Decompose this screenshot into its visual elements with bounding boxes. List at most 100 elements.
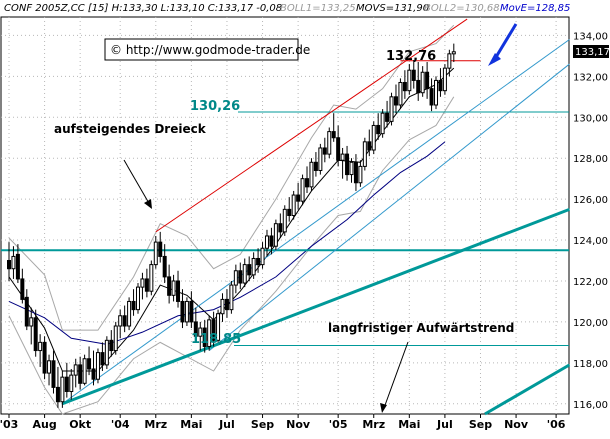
candle-body xyxy=(60,376,65,403)
header-boll2: BOLL2=130,68 xyxy=(424,3,500,14)
trend-annotation: langfristiger Aufwärtstrend xyxy=(328,321,514,335)
x-tick-label: Aug xyxy=(32,418,56,431)
candle-body xyxy=(447,53,452,69)
x-tick-label: Sep xyxy=(469,418,492,431)
y-tick-label: 120,00 xyxy=(573,318,608,329)
candle-body xyxy=(224,298,229,311)
x-tick-label: '06 xyxy=(547,418,566,431)
candle-body xyxy=(15,253,20,280)
candle-body xyxy=(376,124,381,135)
watermark-text: © http://www.godmode-trader.de xyxy=(110,43,310,57)
candle-body xyxy=(153,241,158,266)
candle-body xyxy=(322,147,327,155)
candle-body xyxy=(353,161,358,184)
low-level-label: 118,85 xyxy=(191,332,241,347)
candle-body xyxy=(278,223,283,233)
candle-body xyxy=(140,278,145,288)
y-tick-label: 130,00 xyxy=(573,113,608,124)
candle-body xyxy=(20,278,25,300)
chart-header-title: CONF 2005Z,CC [15] H:133,30 L:133,10 C:1… xyxy=(4,3,282,14)
triangle-annotation: aufsteigendes Dreieck xyxy=(54,122,207,136)
candle-body xyxy=(131,300,136,311)
trend-annotation-arrowhead xyxy=(380,403,387,413)
candle-body xyxy=(318,147,323,171)
candle-body xyxy=(180,300,185,323)
trend-channel-line xyxy=(208,63,570,351)
x-tick-label: Okt xyxy=(69,418,91,431)
candle-body xyxy=(385,112,390,122)
candle-body xyxy=(29,317,34,327)
candle-body xyxy=(336,137,341,161)
candle-body xyxy=(362,141,367,167)
candle-body xyxy=(451,51,456,55)
triangle-annotation-arrowhead xyxy=(144,199,152,209)
last-price-box xyxy=(573,45,609,58)
candle-body xyxy=(38,341,43,352)
candles-layer xyxy=(7,43,456,408)
bollinger-lower-band xyxy=(8,96,455,415)
candle-body xyxy=(100,352,105,366)
x-tick-label: Mrz xyxy=(362,418,385,431)
bollinger-upper-band xyxy=(8,24,455,331)
candle-body xyxy=(207,319,212,347)
trendline-layer xyxy=(1,18,571,416)
candle-body xyxy=(247,264,252,276)
candle-body xyxy=(300,178,305,202)
candle-body xyxy=(442,67,447,92)
candle-body xyxy=(78,364,83,384)
x-tick-label: Mrz xyxy=(144,418,167,431)
resistance-level-label: 130,26 xyxy=(190,99,240,114)
candle-body xyxy=(345,153,350,176)
candle-body xyxy=(118,315,123,327)
header-movs: MOVS=131,90 xyxy=(356,3,429,14)
candle-body xyxy=(313,161,318,171)
candle-body xyxy=(184,300,189,323)
candle-body xyxy=(135,286,140,311)
y-tick-label: 116,00 xyxy=(573,400,608,411)
candle-body xyxy=(144,278,149,292)
candle-body xyxy=(242,264,247,284)
candle-body xyxy=(24,296,29,327)
candle-body xyxy=(371,124,376,151)
candle-body xyxy=(127,300,132,327)
y-tick-label: 118,00 xyxy=(573,359,608,370)
candle-body xyxy=(358,165,363,184)
triangle-annotation-arrow-line xyxy=(123,159,151,206)
long-term-trend-line xyxy=(61,207,570,406)
x-tick-label: Mai xyxy=(180,418,202,431)
candle-body xyxy=(407,69,412,92)
candle-body xyxy=(55,386,60,403)
x-tick-label: '03 xyxy=(0,418,18,431)
candle-body xyxy=(162,255,167,278)
candle-body xyxy=(193,321,198,337)
x-tick-label: '04 xyxy=(111,418,130,431)
candle-body xyxy=(296,194,301,202)
y-tick-label: 124,00 xyxy=(573,236,608,247)
candle-body xyxy=(167,276,172,296)
candle-body xyxy=(87,358,92,370)
candle-body xyxy=(69,374,74,392)
candle-body xyxy=(389,96,394,122)
candle-body xyxy=(95,352,100,380)
x-tick-label: Nov xyxy=(286,418,311,431)
candle-body xyxy=(113,325,118,352)
last-price-text: 133,17 xyxy=(575,47,610,58)
candle-body xyxy=(340,153,345,161)
candle-body xyxy=(109,339,114,352)
y-tick-label: 122,00 xyxy=(573,277,608,288)
x-tick-label: Nov xyxy=(504,418,529,431)
candle-body xyxy=(47,360,52,374)
long-term-trend-line xyxy=(484,363,571,416)
candle-body xyxy=(122,315,127,327)
candle-body xyxy=(434,79,439,106)
candle-body xyxy=(51,360,56,388)
candle-body xyxy=(287,208,292,216)
candle-body xyxy=(273,223,278,247)
candle-body xyxy=(416,79,421,94)
candle-body xyxy=(309,161,314,188)
candle-body xyxy=(33,317,38,352)
top-level-label: 132,76 xyxy=(386,49,436,64)
candle-body xyxy=(264,235,269,249)
candle-body xyxy=(380,112,385,135)
